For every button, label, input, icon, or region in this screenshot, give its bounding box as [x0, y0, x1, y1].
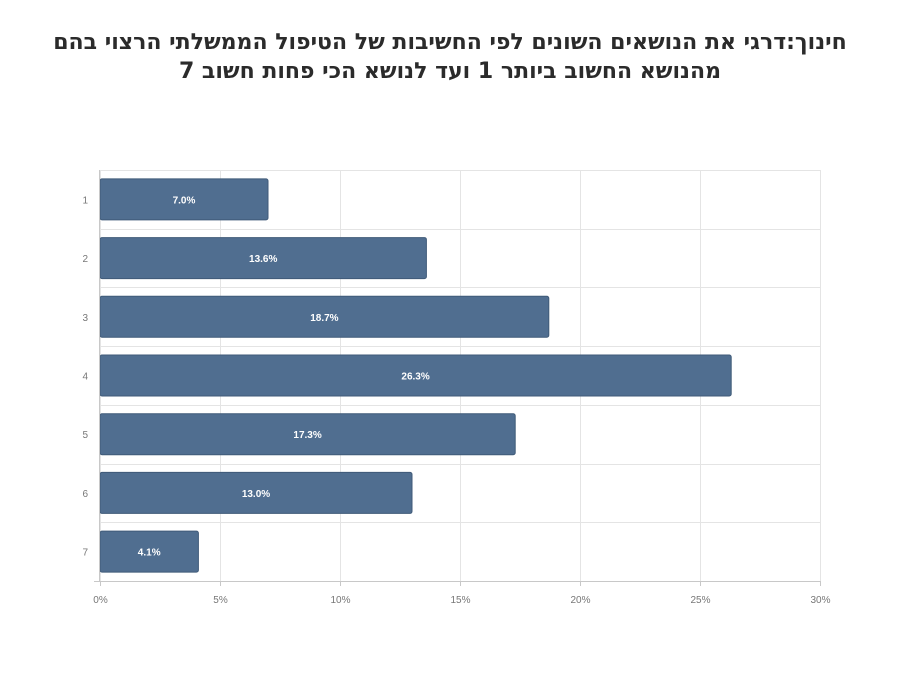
x-tick-label-10: 10% — [330, 595, 350, 606]
x-tick-label-25: 25% — [690, 595, 710, 606]
x-tick-label-5: 5% — [213, 595, 228, 606]
x-tick-label-0: 0% — [93, 595, 108, 606]
category-label-5: 5 — [82, 430, 88, 441]
category-label-7: 7 — [82, 548, 88, 559]
x-tick-label-30: 30% — [810, 595, 830, 606]
category-label-1: 1 — [82, 195, 88, 206]
category-label-4: 4 — [82, 372, 88, 383]
data-label-7: 4.1% — [138, 548, 161, 559]
data-label-5: 17.3% — [293, 430, 321, 441]
category-label-6: 6 — [82, 489, 88, 500]
data-label-3: 18.7% — [310, 313, 338, 324]
data-label-1: 7.0% — [173, 195, 196, 206]
data-label-2: 13.6% — [249, 254, 277, 265]
axis-layer: 0% 5% 10% 15% 20% 25% 30% — [93, 170, 831, 606]
chart-title-line-2: מהנושא החשוב ביותר 1 ועד לנושא הכי פחות … — [178, 59, 722, 84]
category-label-3: 3 — [82, 313, 88, 324]
x-tick-label-20: 20% — [570, 595, 590, 606]
chart-title: חינוך:דרגי את הנושאים השונים לפי החשיבות… — [30, 28, 870, 86]
chart-title-line-1: חינוך:דרגי את הנושאים השונים לפי החשיבות… — [53, 30, 847, 55]
x-tick-label-15: 15% — [450, 595, 470, 606]
data-label-4: 26.3% — [401, 372, 429, 383]
data-label-6: 13.0% — [242, 489, 270, 500]
category-label-2: 2 — [82, 254, 88, 265]
bar-layer — [99, 178, 732, 573]
label-layer: 7.0% 1 13.6% 2 18.7% 3 26.3% 4 17.3% 5 13.0% 6 4.1% 7 — [82, 195, 429, 558]
